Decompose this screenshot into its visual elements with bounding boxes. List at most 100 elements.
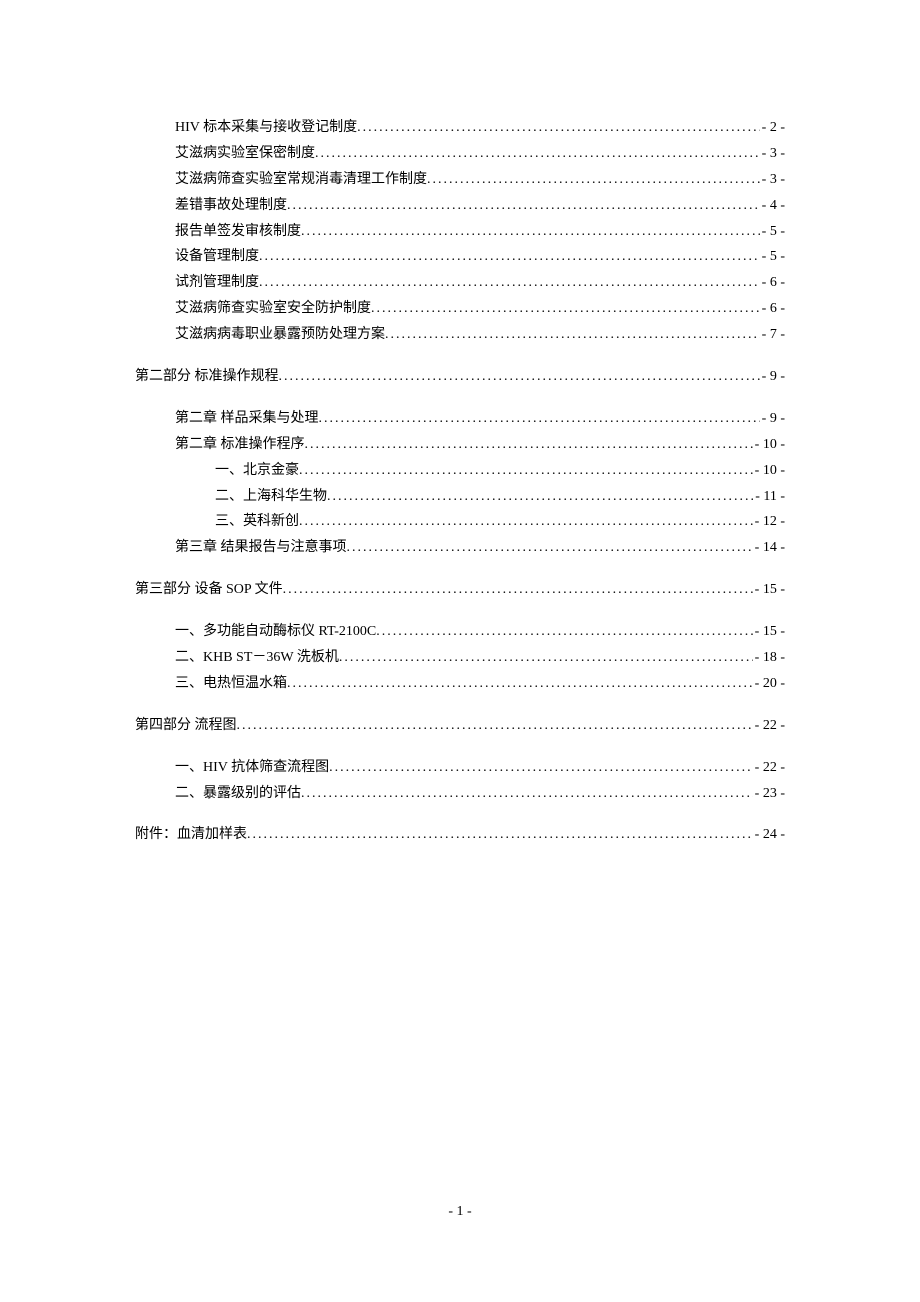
- toc-leader-dots: ........................................…: [279, 364, 760, 390]
- toc-entry: 第四部分 流程图................................…: [135, 713, 785, 739]
- toc-entry: 设备管理制度..................................…: [135, 244, 785, 270]
- section-spacer: [135, 739, 785, 755]
- toc-title: 三、英科新创: [215, 509, 299, 535]
- toc-title: 第二章 标准操作程序: [175, 432, 305, 458]
- toc-page-ref: - 15 -: [753, 577, 785, 603]
- toc-title: 附件：血清加样表: [135, 822, 247, 848]
- toc-entry: 第二部分 标准操作规程.............................…: [135, 364, 785, 390]
- toc-leader-dots: ........................................…: [385, 322, 760, 348]
- toc-page-ref: - 5 -: [760, 244, 785, 270]
- toc-page-ref: - 4 -: [760, 193, 785, 219]
- toc-page-ref: - 9 -: [760, 364, 785, 390]
- toc-entry: 二、暴露级别的评估...............................…: [135, 781, 785, 807]
- toc-title: 二、上海科华生物: [215, 484, 327, 510]
- toc-leader-dots: ........................................…: [347, 535, 753, 561]
- toc-entry: 差错事故处理制度................................…: [135, 193, 785, 219]
- toc-entry: 艾滋病病毒职业暴露预防处理方案.........................…: [135, 322, 785, 348]
- toc-leader-dots: ........................................…: [339, 645, 753, 671]
- toc-page-ref: - 3 -: [760, 141, 785, 167]
- toc-page-ref: - 24 -: [753, 822, 785, 848]
- toc-page-ref: - 3 -: [760, 167, 785, 193]
- toc-title: 二、KHB ST－36W 洗板机: [175, 645, 339, 671]
- toc-title: 一、北京金豪: [215, 458, 299, 484]
- toc-page-ref: - 11 -: [753, 484, 785, 510]
- toc-title: HIV 标本采集与接收登记制度: [175, 115, 357, 141]
- toc-entry: 报告单签发审核制度...............................…: [135, 219, 785, 245]
- toc-leader-dots: ........................................…: [327, 484, 753, 510]
- section-spacer: [135, 348, 785, 364]
- toc-page-ref: - 18 -: [753, 645, 785, 671]
- toc-title: 艾滋病实验室保密制度: [175, 141, 315, 167]
- section-spacer: [135, 806, 785, 822]
- section-spacer: [135, 390, 785, 406]
- toc-page-ref: - 6 -: [760, 270, 785, 296]
- toc-leader-dots: ........................................…: [287, 193, 760, 219]
- toc-entry: 艾滋病实验室保密制度..............................…: [135, 141, 785, 167]
- toc-leader-dots: ........................................…: [301, 781, 753, 807]
- toc-entry: 一、北京金豪..................................…: [135, 458, 785, 484]
- toc-leader-dots: ........................................…: [247, 822, 753, 848]
- toc-page-ref: - 6 -: [760, 296, 785, 322]
- toc-title: 设备管理制度: [175, 244, 259, 270]
- toc-page-ref: - 10 -: [753, 432, 785, 458]
- toc-entry: 试剂管理制度..................................…: [135, 270, 785, 296]
- toc-page-ref: - 5 -: [760, 219, 785, 245]
- toc-title: 一、多功能自动酶标仪 RT-2100C: [175, 619, 376, 645]
- toc-leader-dots: ........................................…: [371, 296, 760, 322]
- toc-page-ref: - 22 -: [753, 713, 785, 739]
- toc-page-ref: - 20 -: [753, 671, 785, 697]
- toc-entry: 附件：血清加样表................................…: [135, 822, 785, 848]
- toc-leader-dots: ........................................…: [329, 755, 753, 781]
- section-spacer: [135, 697, 785, 713]
- toc-leader-dots: ........................................…: [376, 619, 752, 645]
- toc-title: 第二章 样品采集与处理: [175, 406, 319, 432]
- toc-entry: 二、KHB ST－36W 洗板机........................…: [135, 645, 785, 671]
- toc-page-ref: - 7 -: [760, 322, 785, 348]
- toc-title: 艾滋病筛查实验室安全防护制度: [175, 296, 371, 322]
- toc-title: 第二部分 标准操作规程: [135, 364, 279, 390]
- toc-entry: HIV 标本采集与接收登记制度.........................…: [135, 115, 785, 141]
- toc-entry: 艾滋病筛查实验室常规消毒清理工作制度......................…: [135, 167, 785, 193]
- toc-leader-dots: ........................................…: [287, 671, 753, 697]
- toc-entry: 一、多功能自动酶标仪 RT-2100C.....................…: [135, 619, 785, 645]
- toc-page-ref: - 15 -: [753, 619, 785, 645]
- toc-leader-dots: ........................................…: [237, 713, 753, 739]
- toc-entry: 二、上海科华生物................................…: [135, 484, 785, 510]
- toc-page-ref: - 14 -: [753, 535, 785, 561]
- toc-leader-dots: ........................................…: [357, 115, 760, 141]
- toc-leader-dots: ........................................…: [299, 509, 753, 535]
- toc-leader-dots: ........................................…: [299, 458, 753, 484]
- toc-title: 一、HIV 抗体筛查流程图: [175, 755, 329, 781]
- toc-leader-dots: ........................................…: [319, 406, 760, 432]
- toc-title: 第三章 结果报告与注意事项: [175, 535, 347, 561]
- toc-title: 艾滋病病毒职业暴露预防处理方案: [175, 322, 385, 348]
- toc-container: HIV 标本采集与接收登记制度.........................…: [0, 0, 920, 848]
- toc-title: 差错事故处理制度: [175, 193, 287, 219]
- toc-entry: 第二章 样品采集与处理.............................…: [135, 406, 785, 432]
- toc-entry: 一、HIV 抗体筛查流程图...........................…: [135, 755, 785, 781]
- toc-title: 二、暴露级别的评估: [175, 781, 301, 807]
- toc-title: 艾滋病筛查实验室常规消毒清理工作制度: [175, 167, 427, 193]
- toc-leader-dots: ........................................…: [427, 167, 760, 193]
- toc-title: 第四部分 流程图: [135, 713, 237, 739]
- toc-entry: 第三部分 设备 SOP 文件..........................…: [135, 577, 785, 603]
- toc-page-ref: - 2 -: [760, 115, 785, 141]
- toc-page-ref: - 9 -: [760, 406, 785, 432]
- toc-leader-dots: ........................................…: [283, 577, 753, 603]
- toc-page-ref: - 10 -: [753, 458, 785, 484]
- toc-leader-dots: ........................................…: [305, 432, 753, 458]
- section-spacer: [135, 603, 785, 619]
- toc-entry: 三、英科新创..................................…: [135, 509, 785, 535]
- toc-title: 报告单签发审核制度: [175, 219, 301, 245]
- section-spacer: [135, 561, 785, 577]
- toc-entry: 第三章 结果报告与注意事项...........................…: [135, 535, 785, 561]
- toc-leader-dots: ........................................…: [259, 270, 760, 296]
- page-number: - 1 -: [0, 1204, 920, 1220]
- toc-title: 第三部分 设备 SOP 文件: [135, 577, 283, 603]
- toc-leader-dots: ........................................…: [301, 219, 760, 245]
- toc-leader-dots: ........................................…: [259, 244, 760, 270]
- toc-entry: 三、电热恒温水箱................................…: [135, 671, 785, 697]
- toc-title: 三、电热恒温水箱: [175, 671, 287, 697]
- toc-page-ref: - 22 -: [753, 755, 785, 781]
- toc-entry: 艾滋病筛查实验室安全防护制度..........................…: [135, 296, 785, 322]
